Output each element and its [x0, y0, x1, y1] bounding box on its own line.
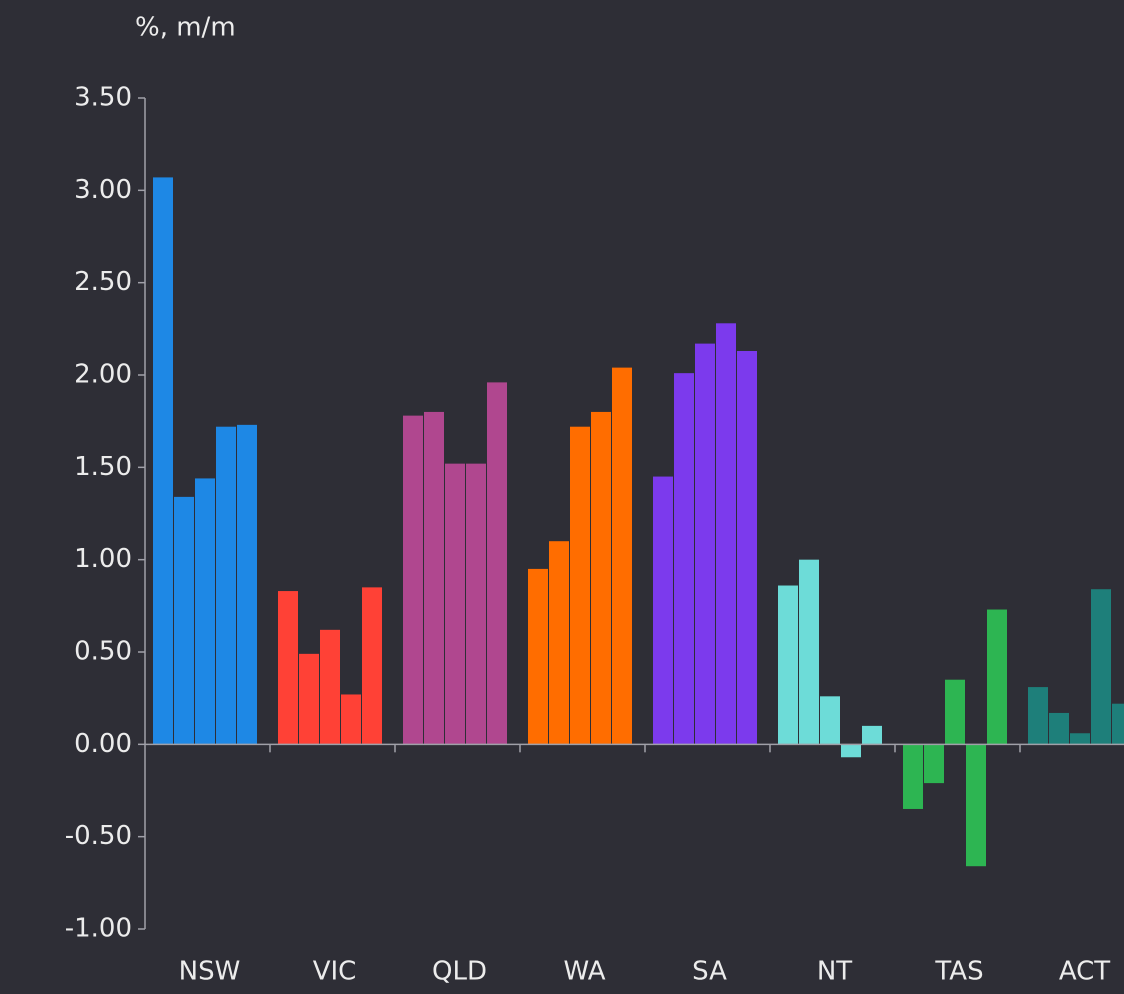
bar — [778, 585, 798, 745]
bar — [695, 343, 715, 745]
x-tick-label: TAS — [934, 957, 983, 987]
x-tick-label: NT — [817, 957, 852, 987]
bar — [903, 744, 923, 809]
y-tick-label: 2.00 — [74, 360, 132, 390]
x-tick-label: QLD — [432, 957, 487, 987]
bar — [966, 744, 986, 867]
y-tick-label: 1.00 — [74, 544, 132, 574]
bar — [945, 679, 965, 745]
y-tick-label: -1.00 — [65, 914, 132, 944]
x-tick-label: WA — [563, 957, 605, 987]
x-tick-label: ACT — [1059, 957, 1110, 987]
y-tick-label: 0.00 — [74, 729, 132, 759]
x-tick-label: SA — [692, 957, 727, 987]
bar — [924, 744, 944, 784]
bar — [737, 350, 757, 745]
bar — [549, 541, 569, 745]
bar — [278, 591, 298, 745]
bar — [237, 424, 257, 745]
bar — [445, 463, 465, 745]
bar — [1070, 733, 1090, 745]
y-axis-label: %, m/m — [135, 13, 236, 43]
bar — [1028, 687, 1048, 745]
bar — [987, 609, 1007, 745]
y-tick-label: 1.50 — [74, 452, 132, 482]
bar — [862, 725, 882, 745]
bar — [341, 694, 361, 745]
bar — [653, 476, 673, 745]
bar — [591, 411, 611, 745]
bar — [820, 696, 840, 745]
bar — [1091, 589, 1111, 745]
bar — [716, 323, 736, 745]
y-tick-label: 2.50 — [74, 267, 132, 297]
x-tick-label: VIC — [313, 957, 357, 987]
y-tick-label: 0.50 — [74, 637, 132, 667]
bar — [1049, 712, 1069, 745]
bar — [528, 568, 548, 745]
bar — [403, 415, 423, 745]
bar — [799, 559, 819, 745]
bar — [153, 177, 173, 745]
bar — [841, 744, 861, 758]
bar — [612, 367, 632, 745]
bar — [1112, 703, 1124, 745]
bar — [487, 382, 507, 745]
y-tick-label: 3.50 — [74, 83, 132, 113]
x-tick-label: NSW — [179, 957, 241, 987]
bar — [299, 653, 319, 745]
bar — [570, 426, 590, 745]
bar — [195, 478, 215, 745]
bar — [674, 373, 694, 745]
bar — [216, 426, 236, 745]
bar — [424, 411, 444, 745]
y-tick-label: 3.00 — [74, 175, 132, 205]
y-tick-label: -0.50 — [65, 821, 132, 851]
bar — [362, 587, 382, 745]
bar — [466, 463, 486, 745]
bar — [174, 496, 194, 745]
bar — [320, 629, 340, 745]
